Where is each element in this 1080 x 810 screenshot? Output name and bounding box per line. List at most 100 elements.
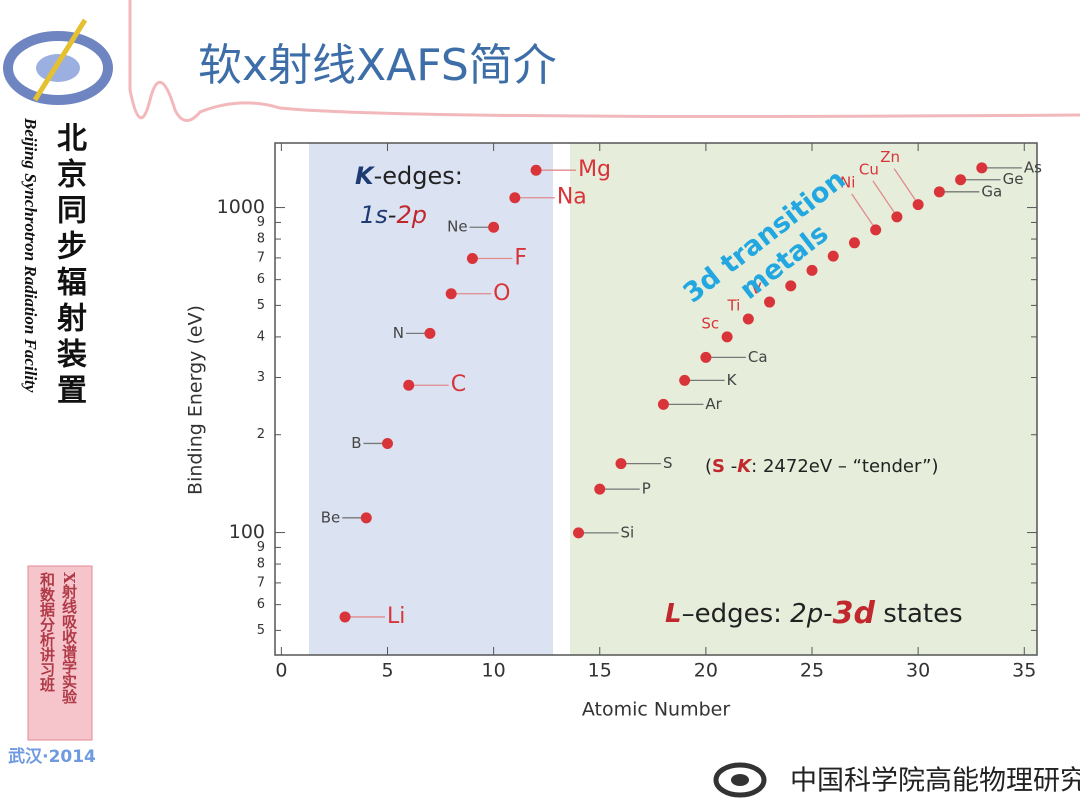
x-tick-label: 30 xyxy=(906,660,930,682)
y-tick-label: 8 xyxy=(257,557,265,572)
y-tick-label: 8 xyxy=(257,232,265,247)
point-label: Ne xyxy=(447,218,467,236)
x-axis-label: Atomic Number xyxy=(582,699,731,721)
workshop-line: 和数据分析讲习班 xyxy=(38,572,56,692)
k-note: K-edges: xyxy=(355,162,463,190)
point xyxy=(403,379,415,391)
point-label: Ni xyxy=(840,173,855,191)
y-tick-label: 1000 xyxy=(217,196,265,218)
point-label: Ga xyxy=(981,182,1002,200)
point-label: Cu xyxy=(859,160,879,178)
point-label: Ti xyxy=(726,297,740,315)
point xyxy=(466,253,478,265)
y-tick-label: 5 xyxy=(257,298,265,313)
x-tick-label: 15 xyxy=(588,660,612,682)
point xyxy=(700,351,712,363)
point-label: Mg xyxy=(578,157,611,182)
point xyxy=(912,199,924,211)
point-label: As xyxy=(1024,158,1042,176)
point-label: C xyxy=(451,372,466,397)
plot-frame xyxy=(274,142,1038,656)
point-label: O xyxy=(493,281,510,306)
y-axis-label: Binding Energy (eV) xyxy=(185,305,207,495)
plot: 0 5 10 15 20 25 30 3556789100234567891000LiBeBC… xyxy=(217,142,1042,682)
point xyxy=(955,174,967,186)
y-tick-label: 5 xyxy=(257,623,265,638)
point xyxy=(488,221,500,233)
inst-logo xyxy=(713,762,767,798)
point-label: Ge xyxy=(1003,170,1024,188)
point xyxy=(827,250,839,262)
x-tick-label: 25 xyxy=(800,660,824,682)
s-note: (S -K: 2472eV – “tender”) xyxy=(705,456,938,477)
x-tick-label: 10 xyxy=(482,660,506,682)
y-tick-label: 6 xyxy=(257,272,265,287)
point xyxy=(657,398,669,410)
point-label: Li xyxy=(387,604,405,629)
k-sub: 1s-2p xyxy=(360,201,427,229)
y-tick-label: 9 xyxy=(257,215,265,230)
point-label: S xyxy=(663,454,673,472)
point xyxy=(573,527,585,539)
x-tick-label: 35 xyxy=(1012,660,1036,682)
point xyxy=(870,224,882,236)
point xyxy=(424,327,436,339)
point-label: N xyxy=(393,324,404,342)
point xyxy=(360,512,372,524)
point-label: Ar xyxy=(705,395,722,413)
point xyxy=(933,186,945,198)
point xyxy=(615,458,627,470)
region xyxy=(308,143,554,655)
point-label: Na xyxy=(557,185,587,210)
point-label: P xyxy=(642,480,651,498)
point xyxy=(445,288,457,300)
y-tick-label: 100 xyxy=(229,521,265,543)
y-tick-label: 2 xyxy=(257,427,265,442)
y-tick-label: 4 xyxy=(257,329,265,344)
y-tick-label: 9 xyxy=(257,540,265,555)
point-label: K xyxy=(727,371,738,389)
point xyxy=(848,237,860,249)
point-label: Ca xyxy=(748,348,768,366)
region xyxy=(570,143,1037,655)
l-note: L–edges: 2p-3d states xyxy=(665,596,963,631)
logo xyxy=(3,18,113,105)
point xyxy=(976,162,988,174)
point xyxy=(679,374,691,386)
point xyxy=(891,211,903,223)
point xyxy=(742,313,754,325)
org-en: Beijing Synchrotron Radiation Facility xyxy=(21,118,40,393)
leader-line xyxy=(893,168,916,200)
decor-curve xyxy=(128,0,1080,122)
point-label: B xyxy=(351,434,361,452)
point xyxy=(339,611,351,623)
point xyxy=(381,437,393,449)
institute: 中国科学院高能物理研究所 xyxy=(790,766,1080,797)
point xyxy=(764,296,776,308)
point-label: F xyxy=(514,246,527,271)
x-tick-label: 0 xyxy=(275,660,287,682)
y-tick-label: 3 xyxy=(257,370,265,385)
point-label: Be xyxy=(321,508,341,526)
workshop: X射线吸收谱学实验 和数据分析讲习班 xyxy=(36,572,80,704)
point-label: Zn xyxy=(880,148,900,166)
point xyxy=(785,280,797,292)
point xyxy=(594,483,606,495)
point-label: Si xyxy=(621,523,635,541)
y-tick-label: 7 xyxy=(257,250,265,265)
point xyxy=(530,164,542,176)
point xyxy=(509,192,521,204)
x-tick-label: 20 xyxy=(694,660,718,682)
y-tick-label: 6 xyxy=(257,597,265,612)
workshop-line: X射线吸收谱学实验 xyxy=(60,572,78,704)
leader-line xyxy=(872,180,895,213)
slide-title: 软x射线XAFS简介 xyxy=(198,40,557,91)
point-label: Sc xyxy=(701,314,719,332)
x-tick-label: 5 xyxy=(381,660,393,682)
y-tick-label: 7 xyxy=(257,575,265,590)
workshop-box xyxy=(27,565,93,741)
point xyxy=(806,264,818,276)
point-label: V xyxy=(751,280,762,298)
